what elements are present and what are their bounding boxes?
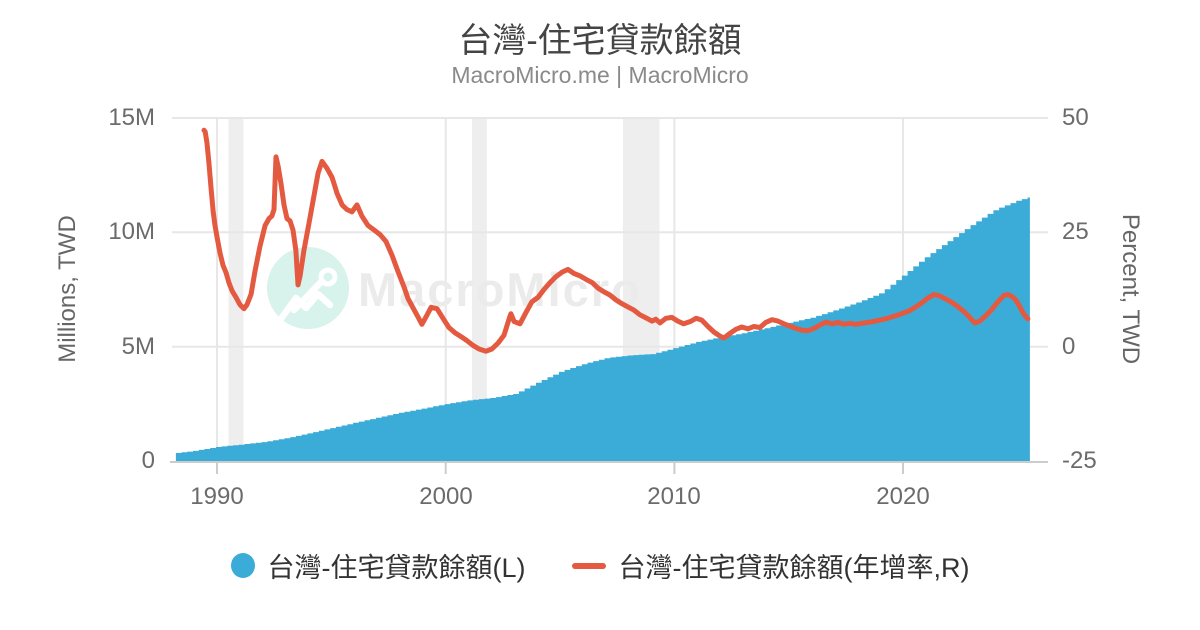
chart-legend: 台灣-住宅貸款餘額(L) 台灣-住宅貸款餘額(年增率,R) xyxy=(0,546,1200,585)
right-axis-tick-label: -25 xyxy=(1062,447,1097,474)
legend-label-growth: 台灣-住宅貸款餘額(年增率,R) xyxy=(618,553,970,583)
left-axis-tick-label: 10M xyxy=(108,218,155,245)
left-axis-tick-label: 5M xyxy=(121,333,155,360)
balance-area-series[interactable] xyxy=(175,197,1030,462)
x-axis-tick-label: 1990 xyxy=(190,483,244,510)
x-axis-tick-label: 2010 xyxy=(647,483,701,510)
left-axis-tick-label: 0 xyxy=(141,447,155,474)
macromicro-logo-icon xyxy=(276,267,338,324)
right-axis-title: Percent, TWD xyxy=(1117,213,1144,365)
legend-item-balance[interactable]: 台灣-住宅貸款餘額(L) xyxy=(230,546,526,585)
page-title: 台灣-住宅貸款餘額 xyxy=(458,22,742,60)
legend-marker-circle-icon xyxy=(230,553,255,578)
growth-line-series[interactable] xyxy=(201,127,1031,354)
x-axis-tick-label: 2000 xyxy=(419,483,473,510)
legend-marker-dash-icon xyxy=(571,562,606,569)
x-axis-tick-label: 2020 xyxy=(876,483,930,510)
recession-band xyxy=(228,118,244,461)
recession-band xyxy=(472,118,487,461)
right-axis-tick-label: 50 xyxy=(1062,104,1089,131)
right-axis-tick-label: 0 xyxy=(1062,333,1076,360)
watermark: MacroMicro xyxy=(267,247,640,329)
left-axis-tick-label: 15M xyxy=(108,104,155,131)
axis-layer xyxy=(170,461,1048,474)
legend-label-balance: 台灣-住宅貸款餘額(L) xyxy=(267,553,526,583)
right-axis-tick-label: 25 xyxy=(1062,218,1089,245)
series-layer xyxy=(175,127,1031,462)
left-axis-title: Millions, TWD xyxy=(54,215,81,363)
chart-subtitle: MacroMicro.me | MacroMicro xyxy=(451,62,749,88)
legend-item-growth[interactable]: 台灣-住宅貸款餘額(年增率,R) xyxy=(571,546,970,585)
